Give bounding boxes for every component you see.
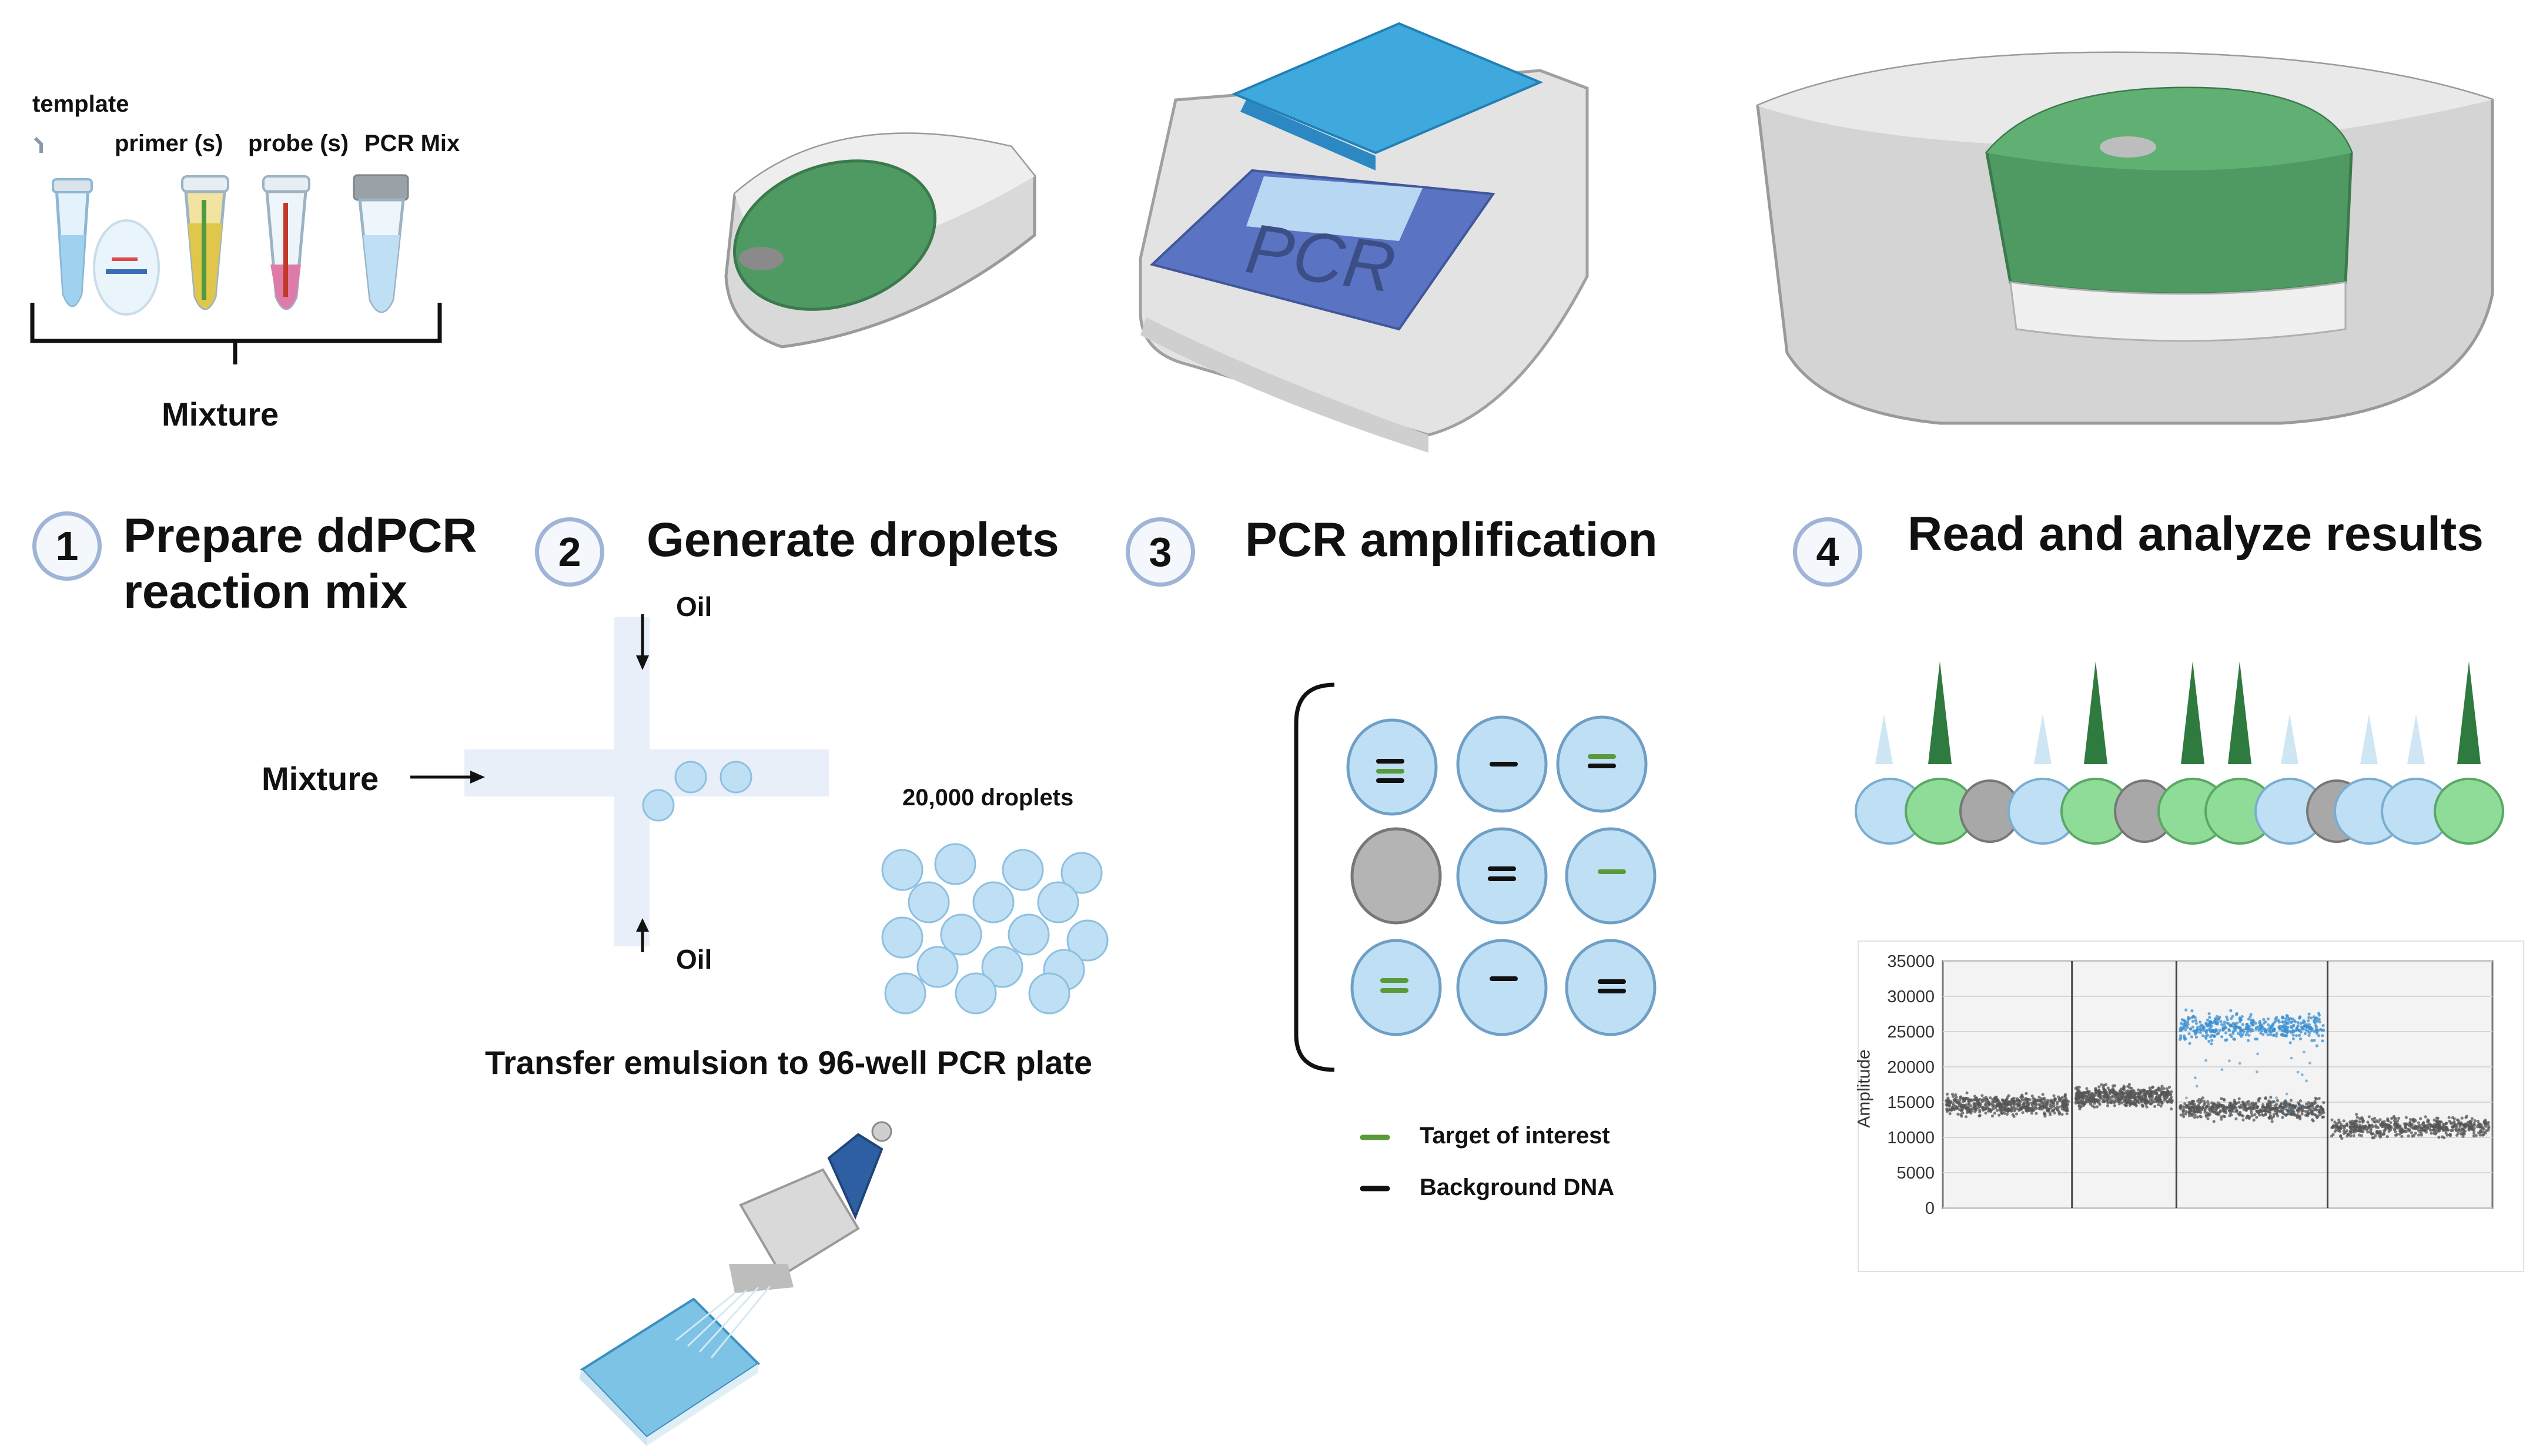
mixture-bracket [30,303,442,364]
probe-label: probe (s) [248,130,349,156]
pcr-mix-label: PCR Mix [364,130,460,156]
template-label: template [32,91,129,117]
step-2-title: Generate droplets [647,513,1059,567]
multichannel-pipette-icon [729,1121,892,1293]
oil-bottom-label: Oil [676,944,712,975]
step-3-title: PCR amplification [1245,513,1658,567]
droplet-count-label: 20,000 droplets [902,785,1074,811]
step-1-number: 1 [32,511,102,581]
step-3-number: 3 [1126,517,1195,587]
droplet-generator-icon [724,132,1036,349]
chart-ylabel: Amplitude [1854,1049,1874,1128]
template-tube-icon [34,136,93,307]
transfer-emulsion-label: Transfer emulsion to 96-well PCR plate [485,1044,1093,1081]
dna-template-icon [93,219,160,316]
amplitude-chart-frame [1858,940,2524,1272]
reagent-tubes-illustration [30,136,442,364]
primer-label: primer (s) [115,130,223,156]
step-1-title-line1: Prepare ddPCR [123,509,477,563]
probe-tube-icon [262,175,310,310]
oil-top-label: Oil [676,591,712,622]
mixture-input-label: Mixture [262,760,379,797]
signal-peaks [1875,661,2481,764]
legend-target-label: Target of interest [1420,1123,1610,1149]
primer-tube-icon [181,175,229,310]
step-4-number: 4 [1793,517,1862,587]
thermocycler-label: PCR [1241,209,1400,307]
mixture-label: Mixture [162,396,279,433]
droplet-reader-icon [1756,51,2494,425]
legend-background-label: Background DNA [1420,1174,1615,1200]
step-2-number: 2 [535,517,604,587]
pcr-mix-tube-icon [353,174,409,313]
step-4-title: Read and analyze results [1908,507,2484,561]
step-1-title-line2: reaction mix [123,565,408,618]
96-well-plate-icon [579,1297,761,1446]
